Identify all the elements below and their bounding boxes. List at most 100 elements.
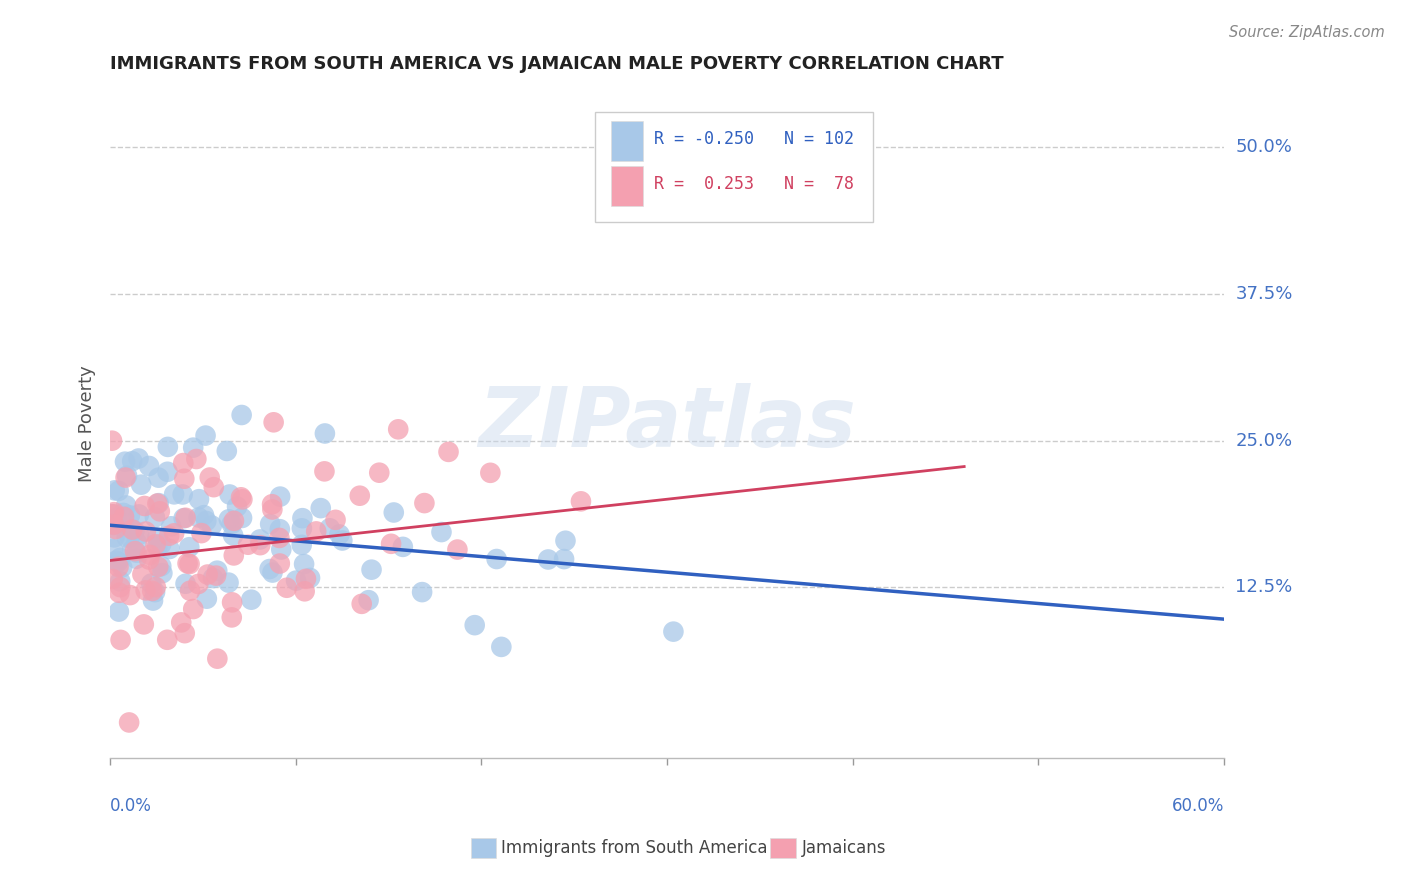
Point	[110, 574, 132, 589]
Point	[134, 499, 156, 513]
Point	[446, 542, 468, 557]
Point	[294, 584, 316, 599]
Point	[259, 517, 281, 532]
Point	[128, 451, 150, 466]
Point	[193, 508, 215, 523]
Point	[368, 466, 391, 480]
Point	[115, 499, 138, 513]
Point	[156, 465, 179, 479]
Point	[128, 528, 150, 542]
Point	[103, 508, 125, 522]
Point	[146, 497, 169, 511]
Point	[124, 544, 146, 558]
Point	[195, 591, 218, 606]
Point	[118, 508, 141, 523]
Point	[218, 487, 240, 501]
Point	[108, 551, 131, 566]
Point	[221, 610, 243, 624]
Point	[101, 572, 124, 586]
Point	[179, 557, 201, 571]
Point	[173, 626, 195, 640]
Point	[269, 490, 291, 504]
Point	[229, 491, 252, 505]
Point	[112, 506, 135, 520]
Point	[159, 541, 181, 556]
Text: R = -0.250   N = 102: R = -0.250 N = 102	[654, 129, 853, 148]
Point	[236, 538, 259, 552]
Point	[163, 526, 186, 541]
Point	[112, 509, 135, 524]
Point	[181, 441, 204, 455]
Point	[270, 542, 292, 557]
Point	[156, 440, 179, 454]
Point	[101, 542, 124, 557]
Point	[141, 583, 163, 598]
Point	[537, 552, 560, 566]
Point	[118, 715, 141, 730]
Point	[218, 512, 240, 526]
Point	[291, 511, 314, 525]
Point	[276, 581, 298, 595]
Point	[143, 510, 166, 524]
Point	[437, 445, 460, 459]
Point	[249, 533, 271, 547]
Point	[115, 468, 138, 483]
Point	[110, 580, 132, 594]
Point	[174, 576, 197, 591]
Point	[132, 617, 155, 632]
Point	[104, 483, 127, 498]
Point	[146, 540, 169, 554]
Point	[114, 470, 136, 484]
Text: 60.0%: 60.0%	[1171, 797, 1225, 814]
Point	[207, 564, 229, 578]
Point	[157, 529, 180, 543]
Point	[387, 422, 409, 436]
Text: 37.5%: 37.5%	[1236, 285, 1292, 303]
Text: Immigrants from South America: Immigrants from South America	[501, 839, 768, 857]
Text: IMMIGRANTS FROM SOUTH AMERICA VS JAMAICAN MALE POVERTY CORRELATION CHART: IMMIGRANTS FROM SOUTH AMERICA VS JAMAICA…	[110, 55, 1004, 73]
Point	[105, 554, 128, 568]
Point	[105, 511, 128, 525]
Point	[491, 640, 513, 654]
Point	[202, 480, 225, 494]
Point	[299, 571, 322, 585]
Point	[291, 538, 314, 552]
Point	[350, 597, 373, 611]
Point	[221, 595, 243, 609]
Point	[382, 506, 405, 520]
Point	[188, 492, 211, 507]
Point	[172, 456, 194, 470]
Point	[129, 477, 152, 491]
FancyBboxPatch shape	[595, 112, 873, 222]
Point	[138, 552, 160, 566]
Point	[125, 546, 148, 560]
Text: 25.0%: 25.0%	[1236, 432, 1292, 450]
Point	[150, 559, 173, 574]
Point	[148, 560, 170, 574]
Point	[194, 428, 217, 442]
Point	[115, 531, 138, 545]
Point	[121, 454, 143, 468]
Point	[128, 508, 150, 522]
Point	[207, 651, 229, 665]
Point	[145, 537, 167, 551]
Point	[262, 497, 284, 511]
Point	[143, 585, 166, 599]
Point	[240, 592, 263, 607]
Text: 50.0%: 50.0%	[1236, 138, 1292, 156]
Point	[148, 496, 170, 510]
Point	[360, 563, 382, 577]
Point	[107, 483, 129, 498]
Point	[464, 618, 486, 632]
Point	[107, 555, 129, 569]
Point	[198, 470, 221, 484]
Point	[120, 588, 142, 602]
Point	[121, 523, 143, 537]
Point	[181, 602, 204, 616]
Point	[156, 632, 179, 647]
Point	[110, 632, 132, 647]
Point	[124, 524, 146, 538]
Text: Source: ZipAtlas.com: Source: ZipAtlas.com	[1229, 25, 1385, 40]
Point	[553, 552, 575, 566]
Point	[218, 575, 240, 590]
